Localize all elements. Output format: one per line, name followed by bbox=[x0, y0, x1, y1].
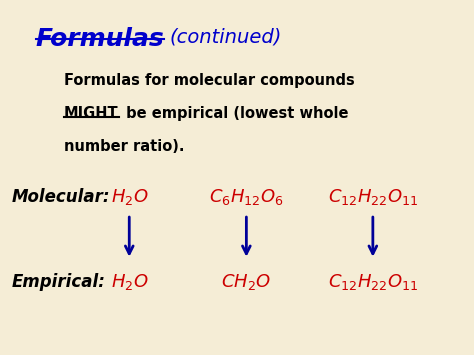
Text: MIGHT: MIGHT bbox=[64, 106, 118, 121]
Text: Formulas for molecular compounds: Formulas for molecular compounds bbox=[64, 73, 355, 88]
Text: (continued): (continued) bbox=[169, 27, 282, 46]
Text: $C_6H_{12}O_6$: $C_6H_{12}O_6$ bbox=[209, 187, 283, 207]
Text: number ratio).: number ratio). bbox=[64, 139, 184, 154]
Text: Empirical:: Empirical: bbox=[12, 273, 106, 291]
Text: $C_{12}H_{22}O_{11}$: $C_{12}H_{22}O_{11}$ bbox=[328, 272, 418, 292]
Text: $H_2O$: $H_2O$ bbox=[110, 272, 148, 292]
Text: $H_2O$: $H_2O$ bbox=[110, 187, 148, 207]
Text: $C_{12}H_{22}O_{11}$: $C_{12}H_{22}O_{11}$ bbox=[328, 187, 418, 207]
Text: Formulas: Formulas bbox=[36, 27, 164, 51]
Text: Molecular:: Molecular: bbox=[12, 188, 110, 206]
Text: be empirical (lowest whole: be empirical (lowest whole bbox=[121, 106, 348, 121]
Text: $CH_2O$: $CH_2O$ bbox=[221, 272, 272, 292]
